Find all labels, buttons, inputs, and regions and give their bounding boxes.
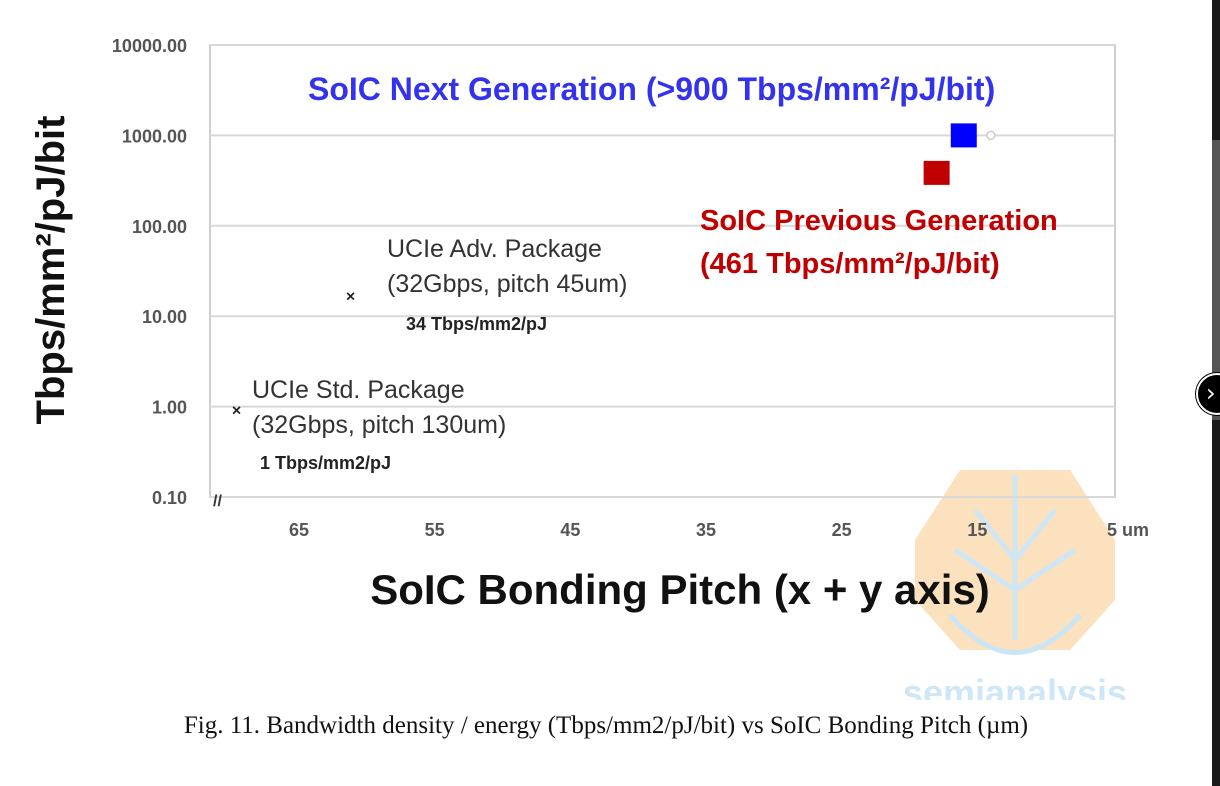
annotation-std-value: 1 Tbps/mm2/pJ	[260, 453, 391, 473]
y-axis-label: Tbps/mm²/pJ/bit	[29, 116, 73, 425]
y-tick-label: 1.00	[152, 398, 187, 418]
x-ticks: 65 55 45 35 25 15 5 um	[289, 520, 1149, 540]
annotation-next-gen: SoIC Next Generation (>900 Tbps/mm²/pJ/b…	[308, 71, 995, 107]
x-tick-label: 5 um	[1107, 520, 1149, 540]
chevron-right-icon: ›	[1206, 379, 1216, 407]
annotation-std-1: UCIe Std. Package	[252, 376, 465, 404]
y-tick-label: 0.10	[152, 488, 187, 508]
annotation-adv-1: UCIe Adv. Package	[387, 235, 602, 263]
point-cross: ×	[232, 402, 241, 419]
chart: semianalysis 10000.001000.00100.0010.001…	[29, 36, 1149, 700]
grid	[209, 44, 1116, 498]
annotation-adv-2: (32Gbps, pitch 45um)	[387, 270, 627, 298]
y-tick-label: 1000.00	[122, 126, 187, 146]
y-tick-label: 10.00	[142, 307, 187, 327]
point-cross: ×	[346, 288, 355, 305]
x-tick-label: 45	[560, 520, 580, 540]
point-square	[923, 160, 950, 185]
annotation-prev-gen-1: SoIC Previous Generation	[700, 205, 1058, 237]
point-circle	[986, 130, 996, 141]
annotation-adv-value: 34 Tbps/mm2/pJ	[406, 314, 547, 334]
svg-text:semianalysis: semianalysis	[903, 672, 1127, 700]
x-tick-label: 35	[696, 520, 716, 540]
x-axis-label: SoIC Bonding Pitch (x + y axis)	[370, 566, 990, 613]
x-tick-label: 25	[832, 520, 852, 540]
y-tick-label: 10000.00	[112, 36, 187, 56]
data-points: ××	[232, 123, 996, 419]
watermark-logo: semianalysis	[903, 470, 1127, 700]
x-tick-label: 55	[425, 520, 445, 540]
annotation-prev-gen-2: (461 Tbps/mm²/pJ/bit)	[700, 248, 1000, 280]
axis-break: //	[213, 493, 222, 510]
x-tick-label: 65	[289, 520, 309, 540]
figure-caption: Fig. 11. Bandwidth density / energy (Tbp…	[183, 712, 1029, 739]
y-ticks: 10000.00 1000.00 100.00 10.00 1.00 0.10	[112, 36, 187, 508]
annotation-std-2: (32Gbps, pitch 130um)	[252, 411, 506, 439]
scrollbar[interactable]	[1212, 140, 1220, 420]
x-tick-label: 15	[967, 520, 987, 540]
y-tick-label: 100.00	[132, 217, 187, 237]
point-square	[950, 123, 977, 148]
